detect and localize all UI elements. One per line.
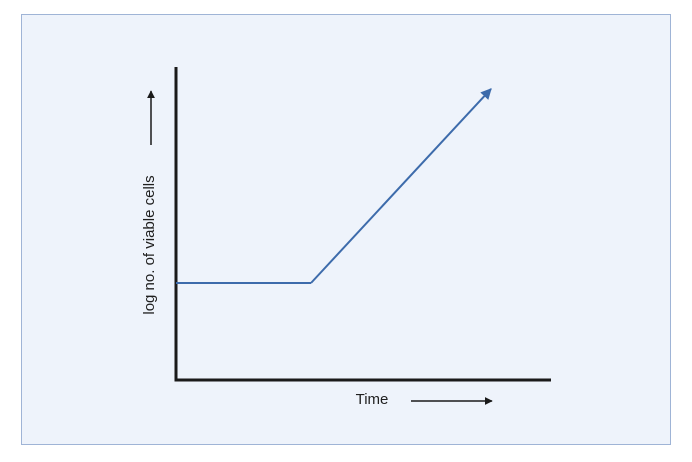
log-phase-segment (310, 88, 492, 284)
y-axis-label: log no. of viable cells (141, 175, 158, 314)
plot-area (176, 88, 492, 284)
chart-frame (21, 14, 671, 445)
x-axis-label: Time (356, 391, 389, 408)
